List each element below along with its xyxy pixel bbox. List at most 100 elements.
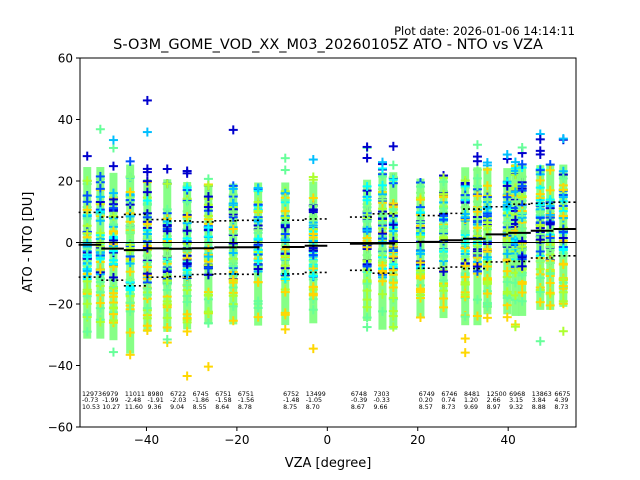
bin-stat-std: 10.53 [82,404,100,411]
scatter-point [535,287,545,297]
scatter-point [182,183,192,193]
scatter-point [142,196,152,206]
scatter-point [108,255,118,265]
scatter-point [308,155,318,165]
scatter-point [95,216,105,226]
scatter-point [460,192,470,202]
scatter-point [362,279,372,289]
scatter-point [362,153,372,163]
scatter-point [162,204,172,214]
scatter-point [108,203,118,213]
scatter-point [82,266,92,276]
bin-stat-std: 8.64 [215,404,229,411]
bin-stat-count: 8980 [147,391,163,398]
scatter-point [228,184,238,194]
scatter-point [95,298,105,308]
scatter-point [108,303,118,313]
scatter-point [439,293,449,303]
scatter-point [253,256,263,266]
scatter-point [388,175,398,185]
scatter-point [182,212,192,222]
scatter-point [545,185,555,195]
scatter-point [472,311,482,321]
scatter-point [280,165,290,175]
scatter-point [142,187,152,197]
scatter-point [108,135,118,145]
scatter-point [162,334,172,344]
scatter-point [439,302,449,312]
scatter-point [308,250,318,260]
scatter-point [439,251,449,261]
scatter-point [362,250,372,260]
scatter-point [502,266,512,276]
scatter-point [377,289,387,299]
scatter-point [502,287,512,297]
scatter-point [460,290,470,300]
bin-stat-mean: 4.39 [554,397,568,404]
scatter-point [203,181,213,191]
scatter-point [517,181,527,191]
scatter-point [95,277,105,287]
bin-stat-mean: 1.20 [464,397,478,404]
scatter-point [388,205,398,215]
scatter-point [472,262,482,272]
scatter-point [439,203,449,213]
scatter-point [517,143,527,153]
bin-stat-mean: -2.48 [125,397,141,404]
scatter-point [95,264,105,274]
scatter-point [203,318,213,328]
scatter-point [125,298,135,308]
scatter-point [142,262,152,272]
scatter-point [82,176,92,186]
scatter-point [388,311,398,321]
bin-stat-mean: -1.91 [147,397,163,404]
scatter-point [377,306,387,316]
scatter-point [308,204,318,214]
plot-date: Plot date: 2026-01-06 14:14:11 [394,24,575,38]
scatter-point [460,175,470,185]
scatter-point [182,326,192,336]
scatter-point [558,326,568,336]
bin-stat-std: 8.78 [238,404,252,411]
scatter-point [108,235,118,245]
scatter-point [388,160,398,170]
y-tick-label: −20 [48,298,73,312]
scatter-point [545,258,555,268]
scatter-point [482,277,492,287]
scatter-point [460,212,470,222]
scatter-point [280,261,290,271]
bin-stat-std: 11.60 [125,404,143,411]
scatter-point [125,211,135,221]
y-axis-label: ATO - NTO [DU] [21,192,36,293]
scatter-point [228,291,238,301]
scatter-point [308,271,318,281]
scatter-point [125,224,135,234]
bin-stat-mean: -1.56 [238,397,254,404]
scatter-point [545,300,555,310]
bin-stat-count: 13499 [306,391,326,398]
scatter-point [142,303,152,313]
scatter-point [545,242,555,252]
scatter-point [388,252,398,262]
scatter-point [388,293,398,303]
bin-stat-count: 6748 [351,391,367,398]
bin-stat-std: 8.70 [306,404,320,411]
bin-stat-count: 6745 [193,391,209,398]
scatter-point [415,249,425,259]
scatter-point [280,287,290,297]
y-tick-label: 0 [65,236,73,250]
scatter-point [439,189,449,199]
scatter-point [162,313,172,323]
scatter-point [388,220,398,230]
y-tick-label: 20 [58,175,73,189]
bin-stat-count: 7303 [374,391,390,398]
scatter-point [280,153,290,163]
scatter-point [228,198,238,208]
std-lines [78,201,576,287]
scatter-point [82,327,92,337]
scatter-point [439,267,449,277]
scatter-point [308,193,318,203]
bin-stat-mean: -1.05 [306,397,322,404]
scatter-point [535,134,545,144]
scatter-point [558,134,568,144]
